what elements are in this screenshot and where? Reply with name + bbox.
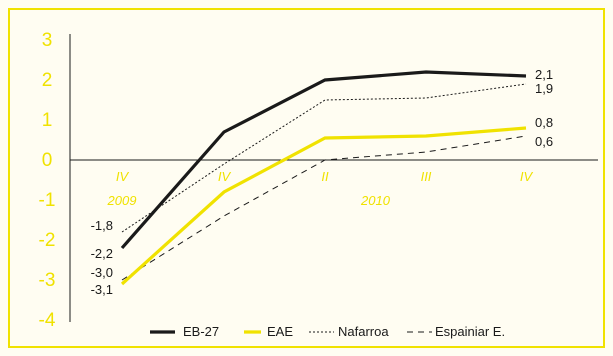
start-value-label: -3,0 [91,265,113,280]
end-value-label: 0,8 [535,115,553,130]
x-tick-label: II [321,169,329,184]
start-value-label: -2,2 [91,246,113,261]
series-line-eb-27 [120,70,527,250]
series-line-eae [120,126,527,286]
series-line-nafarroa [121,83,527,233]
y-axis: 3 2 1 0 -1 -2 -3 -4 [39,30,71,331]
y-tick-label: -4 [39,310,56,331]
y-tick-label: 1 [42,110,53,131]
start-value-label: -1,8 [91,218,113,233]
start-value-label: -3,1 [91,282,113,297]
x-tick-label: IV [520,169,534,184]
legend: EB-27 EAE Nafarroa Espainiar E. [150,324,505,339]
end-value-label: 0,6 [535,134,553,149]
x-tick-label: IV [116,169,130,184]
end-value-label: 2,1 [535,67,553,82]
y-tick-label: -1 [39,190,56,211]
y-tick-label: 2 [42,70,53,91]
legend-label: EAE [267,324,293,339]
x-year-label: 2009 [107,193,137,208]
x-tick-label: IV [218,169,232,184]
legend-label: Espainiar E. [435,324,505,339]
chart-frame [8,8,605,348]
series-lines [120,70,527,286]
data-labels: -2,2 2,1 -3,1 0,8 -1,8 1,9 -3,0 0,6 [91,67,553,297]
y-tick-label: -3 [39,270,56,291]
end-value-label: 1,9 [535,81,553,96]
x-year-label: 2010 [360,193,391,208]
y-tick-label: 0 [42,150,53,171]
x-tick-label: III [421,169,432,184]
legend-label: EB-27 [183,324,219,339]
series-line-espainiar-e [121,135,527,281]
y-tick-label: 3 [42,30,53,51]
y-tick-label: -2 [39,230,56,251]
legend-label: Nafarroa [338,324,389,339]
